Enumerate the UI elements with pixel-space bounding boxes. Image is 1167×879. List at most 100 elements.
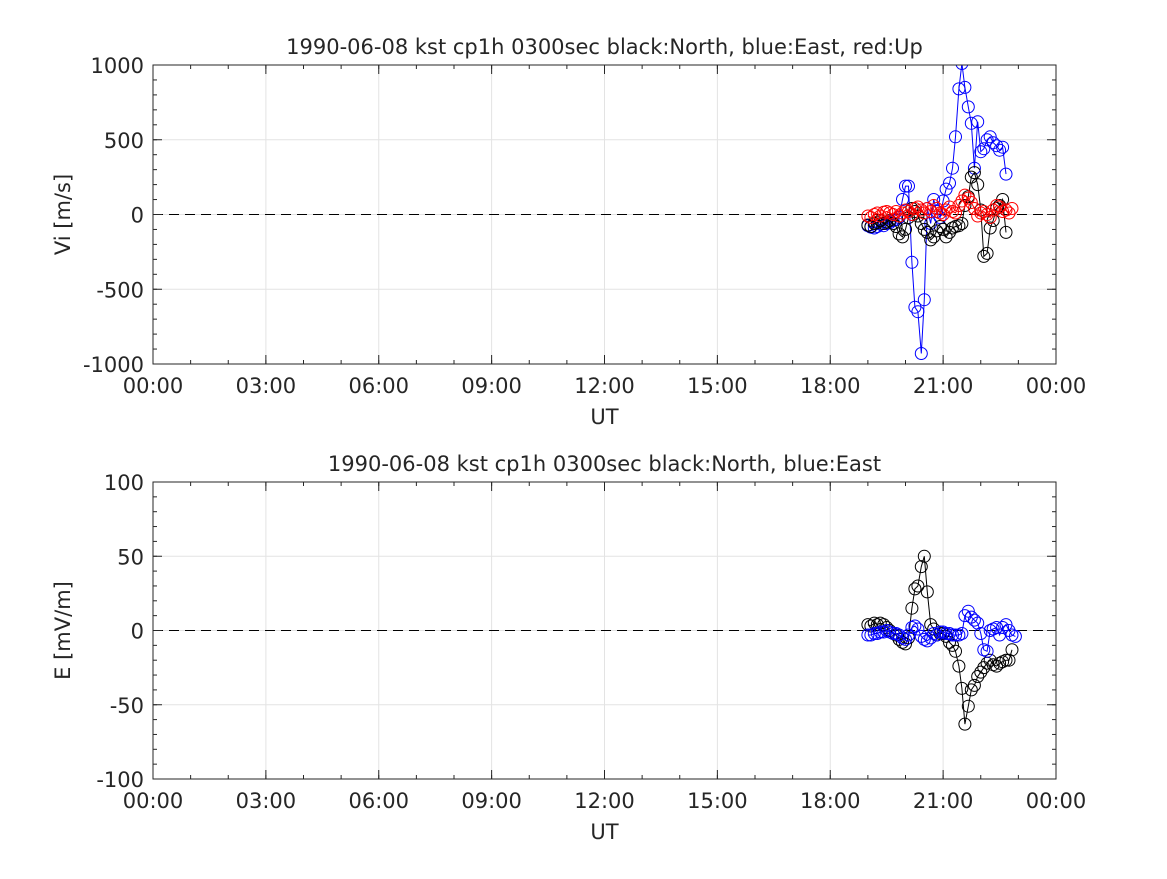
data-point [924, 233, 938, 247]
data-point [933, 625, 947, 639]
data-point [961, 699, 975, 713]
data-point [902, 628, 915, 642]
x-axis-label: UT [590, 405, 618, 429]
data-point [939, 627, 953, 640]
data-point [911, 622, 925, 636]
data-point [1002, 206, 1016, 220]
data-point [949, 130, 962, 144]
data-point [896, 193, 909, 206]
y-axis-label: Vi [m/s] [51, 174, 75, 255]
data-point [880, 205, 894, 218]
data-point [971, 115, 985, 129]
data-point [896, 230, 909, 244]
x-tick-label: 03:00 [236, 789, 297, 813]
x-tick-label: 18:00 [800, 789, 861, 813]
data-point [955, 627, 969, 640]
data-point [983, 211, 997, 224]
data-point [899, 637, 912, 651]
data-point [971, 616, 985, 630]
data-point [946, 161, 959, 175]
data-point [867, 627, 881, 640]
data-point [889, 220, 903, 233]
data-point [967, 613, 981, 627]
data-point [911, 579, 925, 593]
data-point [974, 627, 988, 640]
data-point [917, 549, 931, 563]
data-point [933, 220, 947, 233]
data-point [977, 142, 991, 156]
data-point [899, 179, 912, 193]
y-tick-label: -500 [96, 278, 144, 302]
data-point [873, 209, 887, 223]
y-axis-label: E [mV/m] [51, 581, 75, 680]
data-point [917, 293, 931, 307]
x-tick-label: 00:00 [123, 789, 184, 813]
data-point [1008, 629, 1022, 643]
data-point [877, 625, 891, 639]
data-point [920, 202, 934, 215]
data-point [964, 196, 978, 209]
data-point [902, 179, 915, 193]
data-point [861, 628, 875, 642]
data-point [936, 625, 950, 639]
data-point [964, 116, 978, 130]
data-point [1005, 202, 1019, 215]
data-point [939, 182, 953, 196]
data-point [961, 100, 975, 114]
x-tick-label: 21:00 [913, 789, 974, 813]
data-point [911, 305, 925, 319]
data-point [867, 208, 881, 221]
data-point [999, 618, 1013, 632]
data-point [955, 65, 969, 70]
data-point [1005, 643, 1019, 657]
data-area [861, 65, 1019, 360]
data-point [870, 627, 884, 640]
data-point [958, 80, 972, 94]
data-point [927, 199, 941, 212]
data-point [877, 217, 891, 230]
data-point [908, 300, 922, 314]
x-tick-label: 00:00 [1026, 789, 1087, 813]
data-point [930, 628, 944, 642]
data-point [967, 202, 981, 215]
y-tick-label: -50 [110, 694, 144, 718]
x-tick-label: 00:00 [1026, 374, 1087, 398]
data-point [870, 618, 884, 632]
x-tick-label: 18:00 [800, 374, 861, 398]
data-point [917, 222, 931, 236]
y-tick-label: 500 [104, 129, 144, 153]
x-tick-label: 12:00 [574, 374, 635, 398]
data-point [920, 634, 934, 648]
data-point [971, 670, 985, 683]
y-tick-label: 100 [104, 471, 144, 495]
y-tick-label: 0 [131, 620, 144, 644]
data-point [939, 230, 953, 244]
data-point [964, 683, 978, 697]
chart-title: 1990-06-08 kst cp1h 0300sec black:North,… [286, 35, 923, 59]
data-point [958, 188, 972, 202]
data-point [899, 222, 912, 236]
data-point [1002, 653, 1016, 667]
data-point [930, 224, 944, 238]
data-point [999, 167, 1013, 181]
x-tick-label: 09:00 [461, 374, 522, 398]
data-point [993, 656, 1007, 670]
data-point [961, 604, 975, 618]
data-point [936, 222, 950, 236]
panel-1: 00:00 03:00 06:00 09:00 12:00 15:00 18:00 21:00… [51, 35, 1086, 429]
data-point [905, 255, 919, 269]
data-point [861, 218, 875, 232]
data-point [899, 203, 912, 217]
data-point [924, 631, 938, 645]
data-point [861, 618, 875, 632]
y-tick-label: 50 [117, 545, 144, 569]
data-point [917, 632, 931, 646]
data-point [905, 621, 919, 634]
data-point [949, 644, 962, 658]
data-point [999, 225, 1013, 239]
data-point [920, 585, 934, 599]
data-point [896, 631, 909, 645]
data-point [961, 191, 975, 205]
data-point [899, 632, 912, 646]
